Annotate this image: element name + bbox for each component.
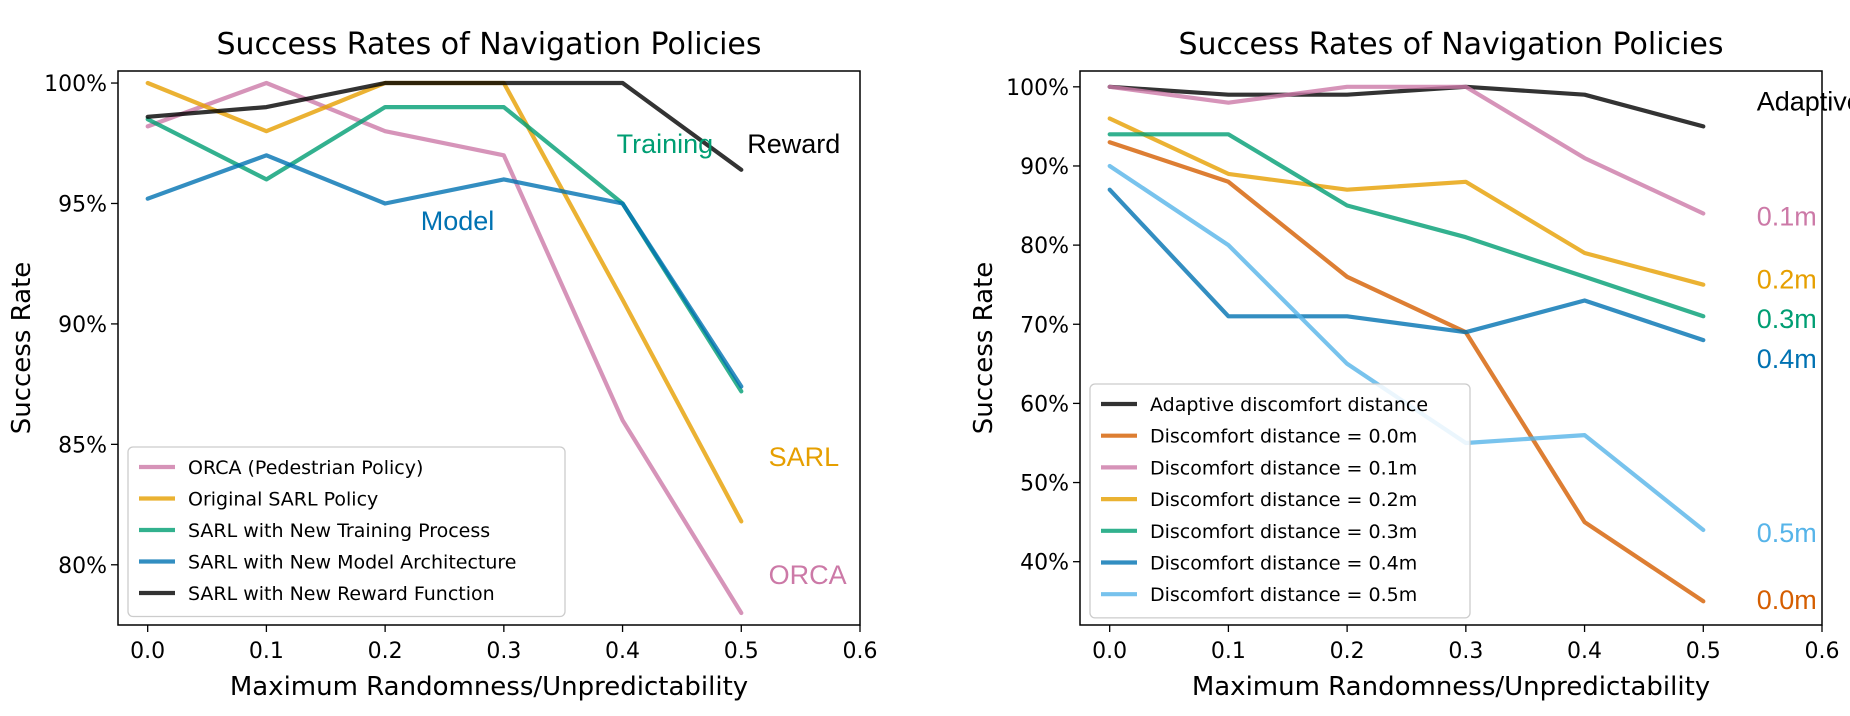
series-line xyxy=(1107,84,1706,216)
annotation-label: ORCA xyxy=(769,560,847,590)
annotation-label: Reward xyxy=(747,129,840,159)
annotation-label: 0.2m xyxy=(1757,265,1817,295)
legend-label: Discomfort distance = 0.4m xyxy=(1150,553,1417,575)
x-tick-label: 0.2 xyxy=(368,639,403,664)
plot-frame xyxy=(117,70,861,626)
y-axis-title: Success Rate xyxy=(7,262,37,435)
legend-label: ORCA (Pedestrian Policy) xyxy=(188,457,423,479)
legend-label: SARL with New Model Architecture xyxy=(188,552,516,574)
annotation-label: Model xyxy=(421,206,495,236)
annotation-label: Adaptive xyxy=(1757,87,1850,117)
legend-label: SARL with New Training Process xyxy=(188,520,490,542)
y-tick-label: 85% xyxy=(58,433,107,458)
y-tick-label: 50% xyxy=(1020,472,1069,497)
y-tick-label: 100% xyxy=(1006,76,1069,101)
legend-label: Discomfort distance = 0.0m xyxy=(1150,426,1417,448)
annotation-label: 0.3m xyxy=(1757,304,1817,334)
legend-box xyxy=(1089,383,1471,619)
x-tick-label: 0.2 xyxy=(1330,639,1365,664)
y-tick-label: 95% xyxy=(58,192,107,217)
x-tick-label: 0.0 xyxy=(1092,639,1127,664)
legend-label: Discomfort distance = 0.1m xyxy=(1150,457,1417,479)
series-line xyxy=(1107,187,1706,343)
x-tick-label: 0.1 xyxy=(1211,639,1246,664)
series-line xyxy=(1107,140,1706,604)
legend-label: SARL with New Reward Function xyxy=(188,583,495,605)
annotation-label: 0.5m xyxy=(1757,518,1817,548)
x-tick-label: 0.1 xyxy=(249,639,284,664)
x-tick-label: 0.3 xyxy=(1448,639,1483,664)
legend-label: Discomfort distance = 0.5m xyxy=(1150,584,1417,606)
plot-frame xyxy=(1079,70,1823,626)
y-axis-title: Success Rate xyxy=(969,262,999,435)
legend-label: Discomfort distance = 0.2m xyxy=(1150,489,1417,511)
series-line xyxy=(1107,116,1706,287)
legend-box xyxy=(127,446,566,618)
x-tick-label: 0.6 xyxy=(1805,639,1840,664)
annotation-label: 0.1m xyxy=(1757,201,1817,231)
series-line xyxy=(145,153,744,389)
y-tick-label: 80% xyxy=(58,554,107,579)
chart-1: Success Rates of Navigation Policies 0.0 0… xyxy=(7,27,878,702)
y-tick-label: 100% xyxy=(44,72,107,97)
chart-title: Success Rates of Navigation Policies xyxy=(216,27,761,62)
y-tick-label: 60% xyxy=(1020,392,1069,417)
x-tick-label: 0.3 xyxy=(486,639,521,664)
annotation-label: SARL xyxy=(769,442,840,472)
annotation-label: Training xyxy=(617,129,714,159)
annotation-label: 0.4m xyxy=(1757,344,1817,374)
annotation-label: 0.0m xyxy=(1757,585,1817,615)
series-line xyxy=(145,80,744,616)
x-tick-label: 0.4 xyxy=(1567,639,1602,664)
series-line xyxy=(145,80,744,172)
x-tick-label: 0.5 xyxy=(724,639,759,664)
y-tick-label: 90% xyxy=(58,313,107,338)
y-tick-label: 90% xyxy=(1020,155,1069,180)
series-line xyxy=(1107,84,1706,129)
y-tick-label: 70% xyxy=(1020,313,1069,338)
x-tick-label: 0.5 xyxy=(1686,639,1721,664)
legend-label: Original SARL Policy xyxy=(188,489,378,511)
series-line xyxy=(1107,132,1706,319)
chart-title: Success Rates of Navigation Policies xyxy=(1178,27,1723,62)
x-tick-label: 0.0 xyxy=(130,639,165,664)
legend: Adaptive discomfort distance Discomfort d… xyxy=(1089,383,1471,619)
y-tick-label: 40% xyxy=(1020,551,1069,576)
plot-lines xyxy=(145,80,744,616)
chart-2: Success Rates of Navigation Policies 0.0 0… xyxy=(969,27,1850,702)
legend-label: Adaptive discomfort distance xyxy=(1150,394,1428,416)
x-axis-title: Maximum Randomness/Unpredictability xyxy=(1192,672,1710,702)
x-tick-label: 0.6 xyxy=(843,639,878,664)
y-tick-label: 80% xyxy=(1020,234,1069,259)
legend-label: Discomfort distance = 0.3m xyxy=(1150,521,1417,543)
x-tick-label: 0.4 xyxy=(605,639,640,664)
legend: ORCA (Pedestrian Policy) Original SARL Po… xyxy=(127,446,566,618)
x-axis-title: Maximum Randomness/Unpredictability xyxy=(230,672,748,702)
